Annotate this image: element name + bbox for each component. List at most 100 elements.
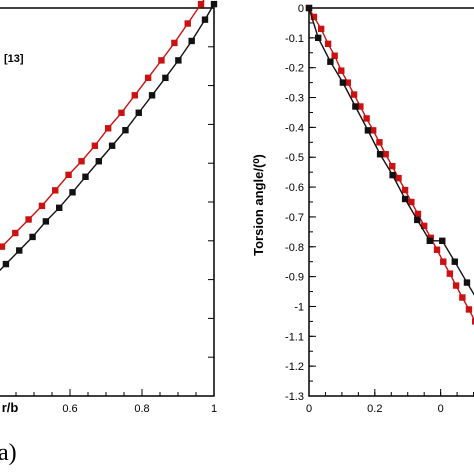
- right-y-tick-label: -0.5: [285, 152, 304, 164]
- right-y-tick-label: -0.3: [285, 93, 304, 105]
- left-series-1-point: [29, 233, 36, 241]
- left-x-tick-label: 0.6: [62, 403, 77, 415]
- right-series-0-point: [357, 103, 364, 110]
- right-series-1-point: [339, 79, 347, 86]
- left-series-1-point: [42, 218, 50, 225]
- right-series-0-point: [420, 222, 428, 230]
- left-series-0-point: [197, 0, 205, 8]
- right-series-1-point: [352, 103, 359, 110]
- left-series-1-point: [82, 173, 89, 180]
- left-legend-text: [13]: [4, 53, 24, 65]
- left-x-tick-label: 0.8: [134, 403, 149, 415]
- left-chart: 0.6 0.8 1 [13] r/b: [0, 0, 218, 415]
- right-chart: 0 -0.1 -0.2 -0.3 -0.4 -0.5 -0.6 -0.7 -0.8 -0.9 -1 -…: [251, 3, 474, 415]
- left-series-1-point: [162, 74, 169, 82]
- left-series-1-point: [108, 142, 116, 149]
- right-y-axis-title: Torsion angle/(⁰): [251, 154, 266, 256]
- right-series-0-point: [459, 294, 466, 301]
- right-series-0-point: [324, 40, 332, 48]
- left-series-1-point: [95, 158, 102, 165]
- right-series-1-point: [305, 4, 313, 12]
- right-series-0-point: [344, 79, 352, 86]
- right-series-1-line: [308, 7, 474, 296]
- right-series-1-point: [389, 171, 396, 179]
- right-series-0-point: [408, 198, 415, 206]
- left-series-0-line: [0, 0, 205, 250]
- right-series-0-point: [331, 52, 338, 59]
- right-series-0-point: [414, 210, 422, 218]
- right-y-tick-label: -0.9: [285, 272, 304, 284]
- left-series-1-point: [56, 204, 63, 212]
- right-y-tick-label: -0.1: [285, 33, 304, 45]
- right-series-1-point: [376, 151, 384, 158]
- right-series-0-point: [382, 151, 389, 158]
- left-series-0-point: [184, 20, 191, 27]
- right-series-0-point: [376, 139, 383, 146]
- right-series-0-point: [433, 246, 441, 253]
- right-series-0-point: [310, 13, 318, 21]
- left-series-1-point: [135, 109, 142, 116]
- right-y-tick-label: -0.7: [285, 212, 304, 224]
- right-series-0-point: [338, 67, 345, 74]
- right-series-1-point: [451, 258, 458, 265]
- left-series-1-point: [69, 189, 76, 196]
- left-series-1-point: [148, 92, 156, 99]
- right-series-0-point: [395, 174, 402, 182]
- right-x-tick-label: 0: [306, 403, 312, 415]
- right-series-0-point: [452, 282, 460, 289]
- left-series-1-point: [16, 247, 23, 254]
- right-x-tick-label: 0.2: [367, 403, 382, 415]
- right-y-tick-label: -0.2: [285, 63, 304, 75]
- right-y-tick-label: -0.8: [285, 242, 304, 254]
- right-series-1-point: [315, 34, 322, 42]
- left-series-0-point: [12, 229, 19, 237]
- left-series-0-point: [52, 187, 59, 194]
- right-series-0-point: [465, 306, 473, 313]
- right-series-1-point: [426, 237, 433, 244]
- left-series-1-point: [201, 16, 209, 23]
- left-series-1-point: [175, 57, 182, 64]
- right-y-tick-label: -0.6: [285, 182, 304, 194]
- left-x-axis-title: r/b: [2, 400, 19, 415]
- left-series-0-point: [38, 202, 46, 210]
- left-series-0-point: [131, 92, 138, 99]
- left-series-1-point: [188, 37, 195, 45]
- right-series-0-point: [446, 270, 454, 277]
- right-series-0-point: [389, 162, 396, 170]
- right-series-group: [305, 4, 474, 325]
- right-y-tick-label: -1.3: [285, 391, 304, 403]
- left-axis-ticks: 0.6 0.8 1: [15, 7, 217, 415]
- right-series-0-point: [363, 115, 370, 122]
- right-series-1-point: [439, 237, 446, 244]
- left-series-1-line: [0, 3, 215, 272]
- right-series-1-point: [364, 127, 372, 134]
- left-series-0-point: [104, 125, 112, 132]
- figure-caption: a): [0, 440, 17, 466]
- right-series-0-point: [350, 91, 358, 98]
- right-series-0-point: [440, 258, 447, 265]
- right-series-1-point: [414, 216, 421, 224]
- left-series-1-point: [210, 0, 218, 8]
- right-series-0-point: [471, 318, 474, 325]
- right-series-1-point: [327, 58, 334, 65]
- right-series-0-point: [317, 25, 325, 33]
- left-series-0-point: [118, 109, 125, 116]
- left-x-tick-label: 1: [211, 403, 217, 415]
- left-series-0-point: [78, 158, 85, 165]
- right-y-tick-label: -1: [294, 301, 304, 313]
- right-axis-ticks: 0 -0.1 -0.2 -0.3 -0.4 -0.5 -0.6 -0.7 -0.8 -0.9 -1 -…: [285, 3, 474, 415]
- right-series-0-point: [369, 127, 377, 134]
- left-series-1-point: [122, 127, 129, 134]
- left-series-0-point: [171, 39, 178, 47]
- left-series-0-point: [91, 142, 99, 149]
- left-series-0-point: [158, 57, 165, 64]
- left-series-1-point: [2, 260, 10, 268]
- right-y-tick-label: -1.1: [285, 331, 304, 343]
- left-series-0-point: [144, 74, 152, 82]
- left-plot-frame: [0, 7, 215, 397]
- right-y-tick-label: 0: [298, 3, 304, 15]
- right-series-0-point: [401, 186, 409, 194]
- right-y-tick-label: -1.2: [285, 361, 304, 373]
- left-series-group: [0, 0, 218, 272]
